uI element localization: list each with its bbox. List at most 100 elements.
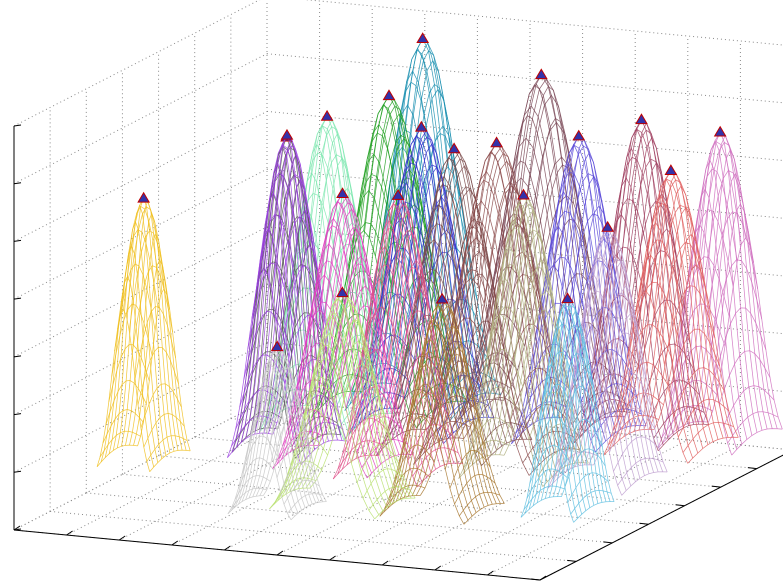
mesh-line (682, 208, 734, 313)
mesh-line (508, 84, 560, 229)
mesh-line (544, 304, 586, 396)
mesh-line (96, 444, 138, 467)
mesh-line (105, 380, 147, 425)
mesh-line (332, 454, 379, 480)
mesh-line (635, 203, 688, 312)
mesh-line (131, 265, 173, 353)
mesh-line (444, 420, 487, 470)
mesh-line (654, 204, 706, 314)
mesh-line (375, 428, 427, 456)
mesh-line (402, 383, 445, 445)
mesh-line (529, 302, 582, 370)
peak-marker (382, 89, 396, 101)
mesh-line (620, 129, 672, 262)
mesh-line (483, 182, 536, 304)
mesh-line (438, 317, 491, 388)
mesh-line (458, 454, 505, 479)
mesh-line (345, 381, 387, 442)
mesh-line (345, 347, 392, 409)
mesh-line (412, 447, 459, 477)
mesh-line (673, 367, 725, 417)
peak-marker (561, 292, 574, 304)
mesh-line (668, 328, 720, 392)
mesh-line (231, 487, 267, 509)
mesh-line (481, 306, 528, 384)
x-tick (171, 540, 179, 546)
mesh-line (458, 179, 510, 302)
mesh-line (570, 490, 612, 515)
mesh-line (592, 258, 639, 358)
mesh-line (247, 262, 294, 350)
mesh-line (481, 438, 533, 466)
y-axis (539, 454, 783, 581)
mesh-line (304, 344, 346, 418)
x-tick (13, 525, 21, 531)
mesh-line (564, 448, 606, 488)
mesh-line (227, 495, 264, 515)
mesh-line (270, 174, 317, 293)
z-tick (13, 470, 22, 473)
mesh-line (606, 156, 658, 279)
mesh-line (677, 398, 730, 438)
mesh-line (731, 428, 783, 456)
surface-mesh (547, 226, 668, 496)
mesh-line (255, 172, 302, 293)
peak-marker (414, 120, 428, 132)
mesh-line (604, 372, 652, 430)
mesh-line (511, 417, 563, 445)
x-tick (329, 555, 336, 561)
mesh-line (108, 344, 150, 402)
mesh-line (435, 353, 477, 427)
mesh-line (333, 319, 375, 403)
mesh-line (714, 307, 767, 376)
peak-marker (713, 125, 727, 137)
z-tick (13, 297, 22, 300)
mesh-line (280, 312, 328, 380)
peak-marker (447, 142, 461, 154)
mesh-line (567, 472, 609, 503)
mesh-line (706, 211, 759, 315)
surface-mesh (227, 346, 327, 521)
peak-marker (270, 340, 284, 352)
peak-marker (572, 129, 586, 141)
mesh-line (287, 193, 339, 297)
mesh-line (128, 230, 171, 331)
mesh-line (600, 332, 648, 405)
mesh-line (588, 235, 635, 343)
mesh-line (463, 503, 505, 525)
mesh-line (269, 388, 306, 446)
mesh-line (416, 305, 459, 396)
mesh-line (472, 386, 519, 435)
mesh-line (532, 416, 574, 466)
mesh-line (140, 383, 182, 429)
peak-marker (320, 109, 334, 121)
mesh-line (245, 308, 293, 377)
mesh-line (143, 413, 185, 448)
mesh-line (239, 354, 286, 408)
mesh-line (467, 417, 514, 455)
mesh-line (134, 306, 176, 379)
mesh-line (426, 305, 468, 397)
mesh-line (351, 414, 393, 464)
mesh-line (698, 141, 750, 271)
mesh-line (621, 324, 674, 388)
x-tick (487, 570, 494, 576)
axes (13, 124, 783, 581)
mesh-line (561, 419, 603, 469)
mesh-line (273, 413, 310, 462)
mesh-line (298, 301, 345, 378)
grid-line (303, 0, 783, 46)
mesh-line (611, 128, 663, 261)
mesh-line (568, 329, 615, 402)
mesh-line (243, 311, 290, 380)
mesh-line (356, 444, 399, 483)
mesh-line (398, 415, 440, 465)
mesh-line (310, 390, 362, 419)
mesh-line (120, 205, 162, 315)
mesh-line (272, 174, 319, 295)
mesh-line (663, 285, 716, 365)
mesh-line (287, 379, 335, 427)
grid-line (266, 53, 783, 104)
grid-line (329, 429, 583, 561)
mesh-line (430, 325, 473, 409)
